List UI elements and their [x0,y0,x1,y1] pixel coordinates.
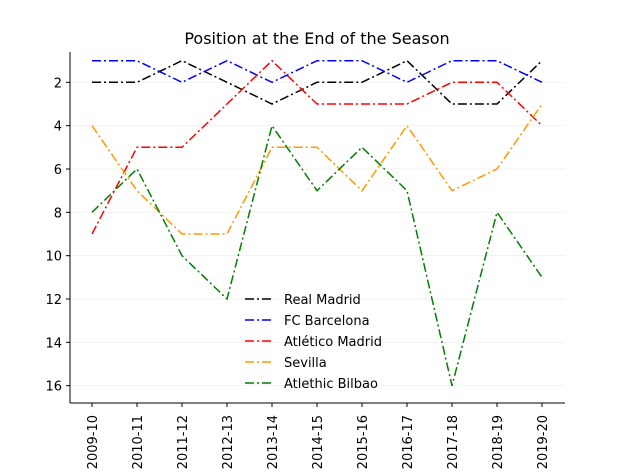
series-line-1 [92,59,543,84]
legend-label: Atlethic Bilbao [284,377,378,392]
y-axis-ticks: 2 4 6 8 10 12 14 16 [45,76,70,395]
series-line-2 [91,59,543,235]
legend: Real Madrid FC Barcelona Atlético Madrid Se… [245,293,382,392]
y-tick-label: 16 [45,380,62,395]
x-tick-label: 2017-18 [446,415,461,469]
legend-label: Sevilla [284,356,327,371]
x-tick-label: 2009-10 [86,415,101,469]
y-tick-label: 2 [54,76,62,91]
y-tick-label: 6 [54,163,62,178]
legend-label: FC Barcelona [284,314,370,329]
series-lines [91,59,543,386]
series-line-0 [92,59,543,105]
gridlines [70,81,565,387]
x-tick-label: 2016-17 [401,415,416,469]
x-tick-label: 2012-13 [221,415,236,469]
x-tick-label: 2011-12 [176,415,191,469]
y-tick-label: 8 [54,206,62,221]
y-tick-label: 12 [45,293,62,308]
y-tick-label: 10 [45,250,62,265]
x-tick-label: 2015-16 [356,415,371,469]
y-tick-label: 4 [54,120,62,135]
x-axis-ticks: 2009-10 2010-11 2011-12 2012-13 2013-14 2014-… [86,403,551,469]
chart-title: Position at the End of the Season [184,29,449,48]
series-line-4 [91,123,543,386]
x-tick-label: 2019-20 [536,415,551,469]
legend-label: Real Madrid [284,293,361,308]
x-tick-label: 2010-11 [131,415,146,469]
x-tick-label: 2013-14 [266,415,281,469]
x-tick-label: 2018-19 [491,415,506,469]
legend-label: Atlético Madrid [284,335,382,350]
series-line-3 [91,103,543,235]
x-tick-label: 2014-15 [311,415,326,469]
y-tick-label: 14 [45,336,62,351]
